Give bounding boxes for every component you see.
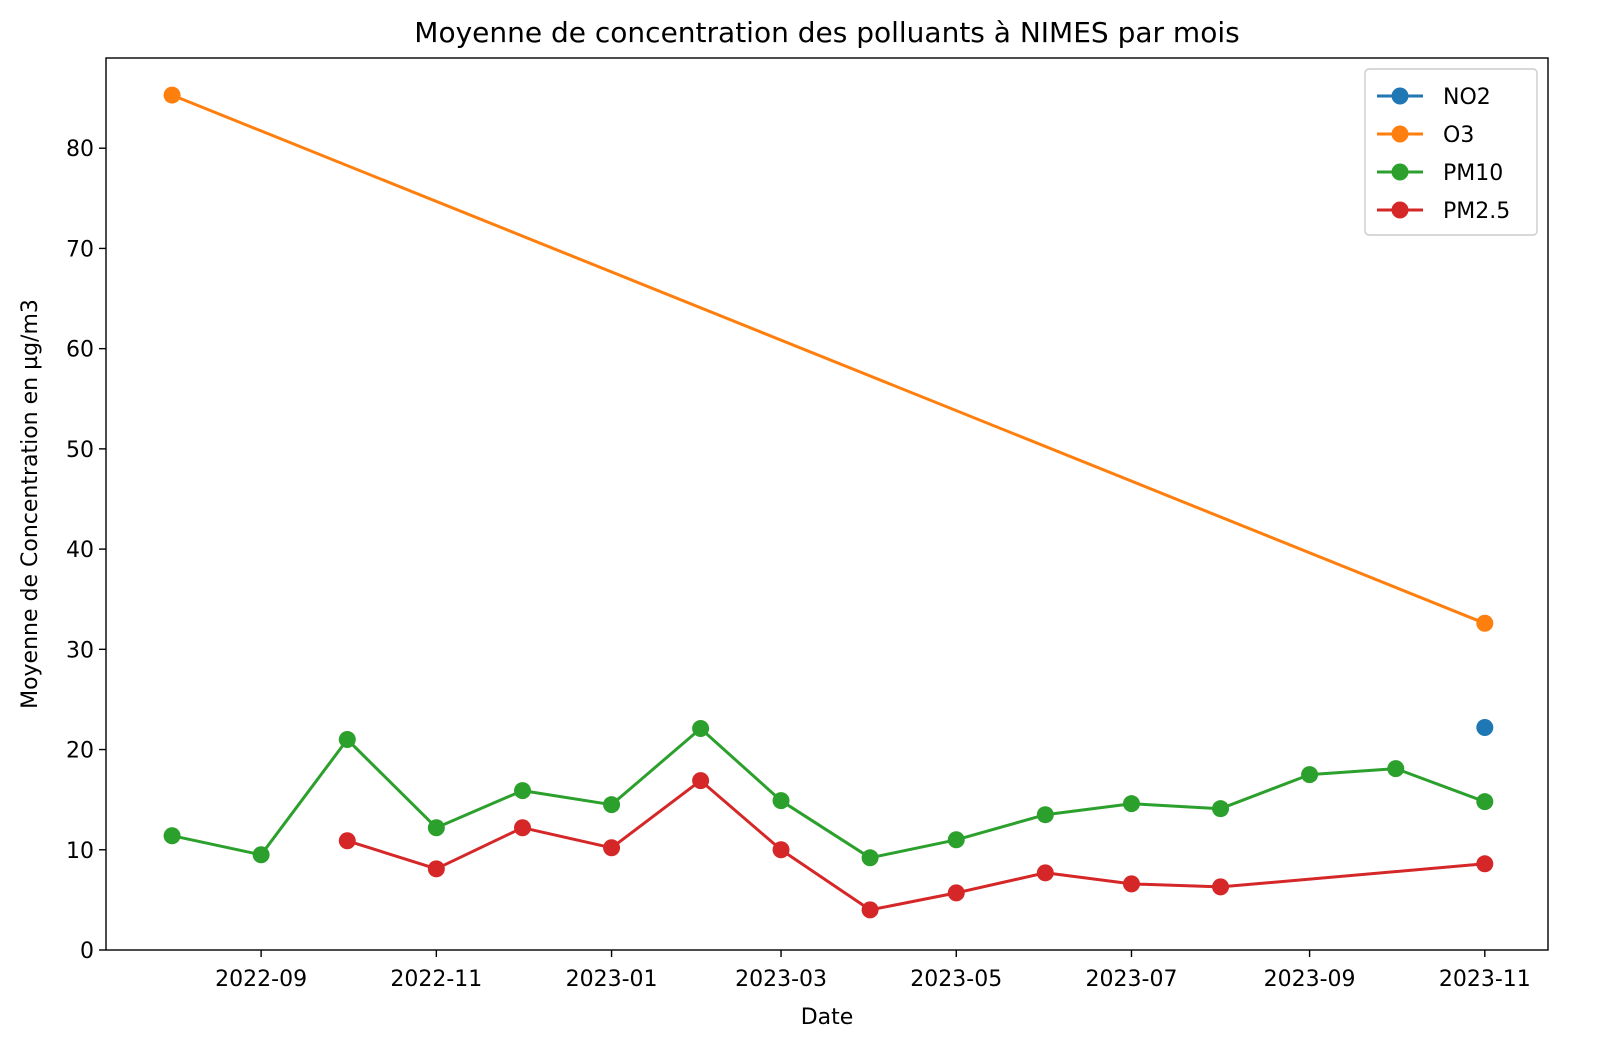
legend-label: NO2 — [1443, 85, 1491, 110]
legend-entry: PM2.5 — [1377, 199, 1510, 224]
legend-marker — [1391, 125, 1409, 143]
data-point-pm10 — [338, 731, 356, 749]
x-tick-label: 2022-09 — [215, 967, 307, 992]
plot-frame — [105, 57, 1549, 951]
y-tick-label: 30 — [66, 638, 94, 663]
series-o3 — [163, 86, 1494, 632]
y-tick-label: 10 — [66, 839, 94, 864]
data-point-pm2-5 — [603, 839, 621, 857]
data-point-pm2-5 — [692, 772, 710, 790]
data-point-pm10 — [163, 827, 181, 845]
series-pm2-5 — [338, 772, 1494, 919]
data-point-pm2-5 — [772, 841, 790, 859]
data-point-pm2-5 — [1036, 864, 1054, 882]
x-axis-label: Date — [801, 1005, 854, 1030]
series-no2 — [1476, 719, 1494, 737]
y-axis-label: Moyenne de Concentration en µg/m3 — [18, 299, 43, 709]
data-point-pm10 — [692, 720, 710, 738]
series-layer — [163, 86, 1494, 919]
data-point-o3 — [1476, 614, 1494, 632]
data-point-pm10 — [772, 792, 790, 810]
chart-title: Moyenne de concentration des polluants à… — [414, 16, 1239, 49]
data-point-pm10 — [947, 831, 965, 849]
data-point-pm10 — [1036, 806, 1054, 824]
x-tick-label: 2022-11 — [390, 967, 482, 992]
x-tick-label: 2023-01 — [566, 967, 658, 992]
data-point-pm2-5 — [514, 819, 532, 837]
legend-marker — [1391, 87, 1409, 105]
series-line-o3 — [171, 93, 1486, 625]
x-tick-label: 2023-05 — [910, 967, 1002, 992]
x-tick-label: 2023-03 — [735, 967, 827, 992]
data-point-pm10 — [603, 796, 621, 814]
legend-box — [1364, 68, 1538, 236]
data-point-pm2-5 — [338, 832, 356, 850]
data-point-pm10 — [1476, 793, 1494, 811]
legend-marker — [1391, 163, 1409, 181]
legend: NO2 O3 PM10 PM2.5 — [1364, 68, 1538, 236]
series-pm10 — [163, 720, 1494, 867]
data-point-pm10 — [861, 849, 879, 867]
series-line-pm2-5 — [346, 779, 1485, 912]
data-point-pm2-5 — [427, 860, 445, 878]
x-tick-label: 2023-11 — [1439, 967, 1531, 992]
legend-marker — [1391, 201, 1409, 219]
y-tick-label: 70 — [66, 237, 94, 262]
data-point-pm10 — [252, 846, 270, 864]
x-tick-label: 2023-09 — [1264, 967, 1356, 992]
data-point-pm10 — [1212, 800, 1230, 818]
y-tick-label: 40 — [66, 538, 94, 563]
data-point-pm10 — [427, 819, 445, 837]
legend-label: O3 — [1443, 123, 1474, 148]
x-tick-label: 2023-07 — [1086, 967, 1178, 992]
data-point-no2 — [1476, 719, 1494, 737]
legend-label: PM10 — [1443, 161, 1503, 186]
data-point-o3 — [163, 86, 181, 104]
data-point-pm2-5 — [1122, 875, 1140, 893]
legend-entry: O3 — [1377, 123, 1474, 148]
legend-label: PM2.5 — [1443, 199, 1510, 224]
data-point-pm10 — [1122, 795, 1140, 813]
data-point-pm2-5 — [947, 884, 965, 902]
legend-entry: NO2 — [1377, 85, 1491, 110]
axis-ticks: 0 10 20 30 40 50 60 70 80 2022-09 2022-11 2023-01 20… — [66, 137, 1531, 992]
y-tick-label: 0 — [80, 939, 94, 964]
y-tick-label: 50 — [66, 438, 94, 463]
y-tick-label: 20 — [66, 739, 94, 764]
data-point-pm2-5 — [1212, 878, 1230, 896]
data-point-pm2-5 — [1476, 855, 1494, 873]
y-tick-label: 80 — [66, 137, 94, 162]
data-point-pm10 — [514, 782, 532, 800]
data-point-pm10 — [1301, 766, 1319, 784]
series-line-pm10 — [171, 727, 1486, 860]
y-tick-label: 60 — [66, 338, 94, 363]
data-point-pm2-5 — [861, 901, 879, 919]
legend-entry: PM10 — [1377, 161, 1503, 186]
data-point-pm10 — [1387, 760, 1405, 778]
